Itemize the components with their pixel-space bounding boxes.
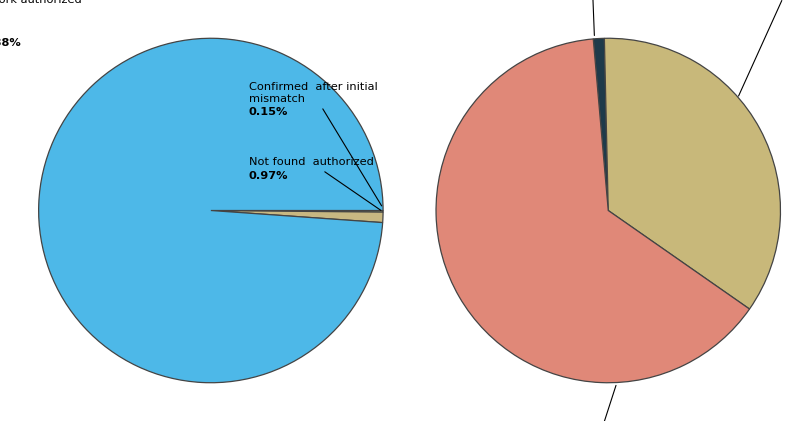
Wedge shape (211, 210, 383, 223)
Text: Not found  authorized: Not found authorized (249, 157, 381, 210)
Text: Automatically confirmed
as work authorized: Automatically confirmed as work authoriz… (0, 0, 113, 5)
Text: Confirmed  after initial
mismatch: Confirmed after initial mismatch (249, 82, 382, 206)
Wedge shape (39, 38, 383, 383)
Text: Uncontested mismatches: Uncontested mismatches (527, 385, 672, 421)
Wedge shape (436, 39, 749, 383)
Wedge shape (593, 38, 608, 211)
Wedge shape (211, 210, 383, 212)
Text: 0.15%: 0.15% (249, 107, 288, 117)
Text: Contested mismatches
not found authorized: Contested mismatches not found authorize… (526, 0, 656, 35)
Text: 98.88%: 98.88% (0, 38, 21, 48)
Text: 0.97%: 0.97% (249, 171, 288, 181)
Text: Unresolved
cases: Unresolved cases (739, 0, 811, 96)
Wedge shape (604, 38, 780, 309)
